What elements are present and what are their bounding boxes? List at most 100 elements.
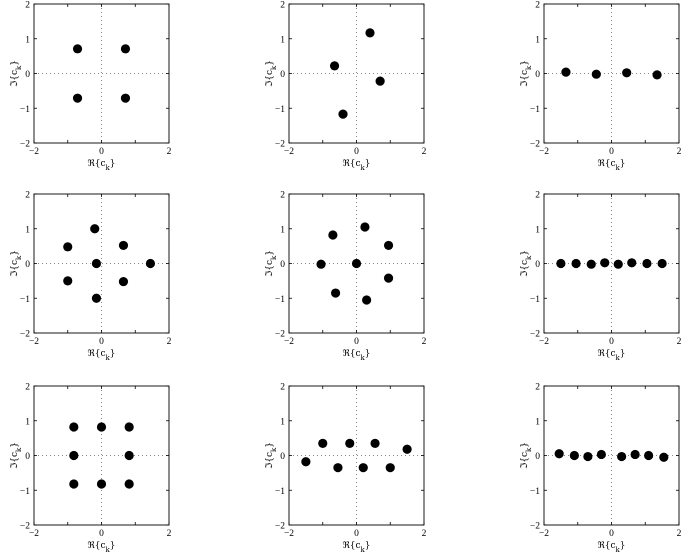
y-tick-label: −2 [530,330,540,340]
x-axis-label: ℜ{ck} [597,349,625,362]
constellation-point [362,295,372,305]
constellation-point [63,242,73,252]
constellation-point [328,230,338,240]
x-tick-label: −2 [284,337,294,347]
constellation-point [383,273,394,283]
x-tick-label: −2 [29,529,39,539]
constellation-point [96,479,107,489]
constellation-point [652,70,662,80]
y-tick-label: −1 [20,295,30,305]
constellation-point [370,438,380,448]
x-tick-label: 2 [677,529,682,539]
y-axis-label: ℑ{ck} [265,442,278,469]
x-tick-label: 0 [354,337,359,347]
y-tick-label: 0 [280,260,285,270]
y-tick-label: 2 [535,1,540,11]
x-tick-label: 2 [422,337,427,347]
constellation-point [145,258,156,269]
y-tick-label: −1 [530,295,540,305]
x-axis-label: ℜ{ck} [87,159,115,172]
constellation-point [627,258,637,268]
constellation-point [600,258,610,268]
constellation-point [644,450,654,461]
constellation-point [91,258,102,269]
constellation-point [554,449,564,459]
x-tick-label: −2 [284,147,294,157]
constellation-point [124,450,134,461]
x-tick-label: 2 [167,337,172,347]
x-tick-label: 2 [422,529,427,539]
y-tick-label: 2 [25,1,30,11]
constellation-point [345,438,355,448]
y-tick-label: 2 [535,383,540,393]
x-tick-label: 0 [354,529,359,539]
y-tick-label: 1 [280,417,285,427]
constellation-panel-8: −2 −1 0 1 2 −2 0 2 ℜ{ck} ℑ{ck} [265,383,427,555]
y-axis-label: ℑ{ck} [520,442,533,469]
constellation-panel-5: −2 −1 0 1 2 −2 0 2 ℜ{ck} ℑ{ck} [265,191,427,363]
y-tick-label: 0 [280,70,285,80]
constellation-point [622,68,632,78]
y-tick-label: 0 [535,452,540,462]
y-tick-label: −2 [275,140,285,150]
y-tick-label: 2 [535,191,540,201]
x-tick-label: 0 [99,529,104,539]
y-tick-label: −1 [20,105,30,115]
x-tick-label: 0 [609,337,614,347]
constellation-point [120,93,131,103]
constellation-point [124,422,134,432]
constellation-point [591,69,601,79]
constellation-point [72,93,83,103]
constellation-point [316,259,326,269]
constellation-point [385,463,395,473]
constellation-point [318,438,328,448]
y-tick-label: −2 [530,522,540,532]
y-tick-label: 2 [280,1,285,11]
x-axis-label: ℜ{ck} [597,541,625,554]
y-tick-label: 1 [535,35,540,45]
constellation-point [301,457,311,467]
y-tick-label: −2 [275,330,285,340]
constellation-point [657,258,667,269]
y-axis-label: ℑ{ck} [265,250,278,277]
x-axis-label: ℜ{ck} [342,159,370,172]
constellation-point [69,450,79,461]
constellation-point [124,479,134,489]
constellation-point [351,258,362,269]
constellation-point [613,259,623,269]
y-tick-label: 1 [280,35,285,45]
x-tick-label: 2 [167,529,172,539]
constellation-point [586,259,596,269]
constellation-panel-6: −2 −1 0 1 2 −2 0 2 ℜ{ck} ℑ{ck} [520,191,682,363]
x-axis-label: ℜ{ck} [342,349,370,362]
y-tick-label: 1 [280,225,285,235]
y-tick-label: 1 [25,417,30,427]
y-tick-label: −1 [275,295,285,305]
constellation-point [360,222,370,232]
y-tick-label: −2 [20,522,30,532]
y-tick-label: −1 [275,487,285,497]
x-tick-label: −2 [284,529,294,539]
constellation-panel-4: −2 −1 0 1 2 −2 0 2 ℜ{ck} ℑ{ck} [10,191,172,363]
x-tick-label: 2 [422,147,427,157]
constellation-point [571,258,581,269]
constellation-point [556,258,566,269]
constellation-point [375,76,385,86]
y-tick-label: −1 [530,487,540,497]
x-tick-label: 0 [99,337,104,347]
constellation-point [630,449,640,460]
y-tick-label: 0 [25,260,30,270]
constellation-point [333,463,343,473]
x-axis-label: ℜ{ck} [87,541,115,554]
y-tick-label: 1 [25,225,30,235]
x-tick-label: −2 [539,529,549,539]
y-tick-label: 0 [535,70,540,80]
constellation-point [383,240,394,251]
y-axis-label: ℑ{ck} [520,250,533,277]
y-tick-label: −1 [20,487,30,497]
y-axis-label: ℑ{ck} [520,60,533,87]
x-tick-label: 0 [609,529,614,539]
constellation-point [365,28,375,38]
constellation-point [90,224,100,234]
